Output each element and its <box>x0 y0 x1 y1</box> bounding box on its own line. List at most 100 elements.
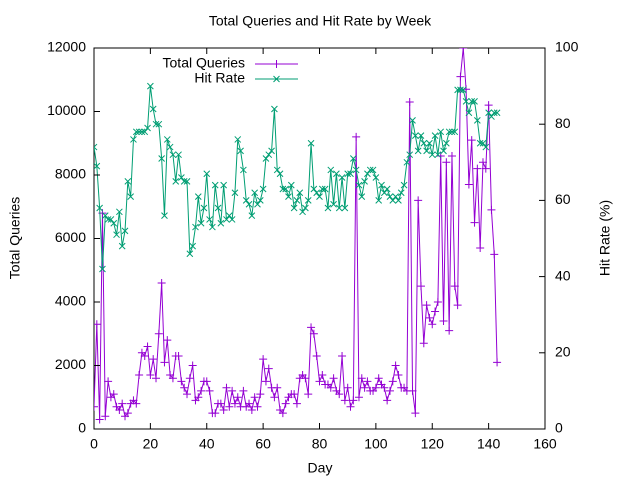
data-point <box>158 155 166 162</box>
data-point <box>431 307 440 316</box>
data-point <box>343 383 352 392</box>
data-point <box>307 139 315 147</box>
data-point <box>447 151 456 160</box>
data-point <box>371 383 380 392</box>
data-point <box>487 205 496 214</box>
y2-tick-label: 40 <box>555 267 571 283</box>
data-point <box>352 166 360 174</box>
data-point <box>363 377 372 386</box>
data-point <box>292 399 301 408</box>
data-point <box>473 164 482 173</box>
data-point <box>248 212 256 219</box>
data-point <box>375 197 383 204</box>
data-point <box>259 185 267 193</box>
data-point <box>340 396 349 405</box>
plot-area <box>94 48 502 424</box>
legend-label: Hit Rate <box>194 70 245 86</box>
data-point <box>178 174 185 181</box>
data-point <box>281 399 290 408</box>
data-point <box>485 109 492 117</box>
data-point <box>223 216 230 223</box>
data-point <box>188 361 197 370</box>
data-point <box>296 189 304 197</box>
legend-marker <box>273 75 280 83</box>
data-point <box>127 193 134 200</box>
data-point <box>110 219 118 227</box>
data-point <box>183 177 191 185</box>
x-tick-label: 0 <box>90 436 98 452</box>
data-point <box>116 208 123 216</box>
data-point <box>169 151 177 159</box>
data-point <box>254 200 261 208</box>
data-point <box>385 386 394 395</box>
data-point <box>259 355 268 364</box>
data-point <box>391 361 400 370</box>
data-point <box>470 218 479 227</box>
data-point <box>121 227 129 235</box>
data-point <box>239 386 248 395</box>
y-tick-label: 10000 <box>47 102 86 118</box>
data-point <box>366 166 374 174</box>
data-point <box>423 147 430 155</box>
data-point <box>101 412 110 421</box>
data-point <box>349 155 357 162</box>
data-point <box>101 212 109 219</box>
data-point <box>209 223 216 231</box>
data-point <box>270 393 279 402</box>
data-point <box>166 143 174 151</box>
data-point <box>104 377 113 386</box>
data-point <box>374 374 383 383</box>
data-point <box>155 120 163 128</box>
data-point <box>346 402 355 411</box>
data-point <box>282 185 290 193</box>
y-tick-label: 2000 <box>55 356 86 372</box>
data-point <box>364 170 371 178</box>
data-point <box>442 158 451 167</box>
data-point <box>157 278 166 287</box>
data-point <box>140 351 149 360</box>
data-point <box>417 132 425 139</box>
data-point <box>202 377 211 386</box>
data-point <box>327 166 335 174</box>
data-point <box>448 128 456 136</box>
data-point <box>493 109 501 117</box>
data-point <box>318 185 326 193</box>
data-point <box>380 189 388 197</box>
data-point <box>273 166 281 174</box>
data-point <box>406 151 414 159</box>
data-point <box>354 393 363 402</box>
y2-tick-label: 0 <box>555 420 563 436</box>
data-point <box>414 147 422 155</box>
data-point <box>400 181 408 189</box>
data-point <box>462 97 470 105</box>
data-point <box>316 193 323 200</box>
data-point <box>493 358 502 367</box>
data-point <box>439 317 448 326</box>
y-tick-label: 6000 <box>55 229 86 245</box>
data-point <box>307 323 316 332</box>
x-tick-label: 160 <box>533 436 557 452</box>
data-point <box>411 132 419 139</box>
data-point <box>189 242 197 250</box>
data-point <box>205 386 214 395</box>
data-point <box>310 185 318 193</box>
data-point <box>147 82 154 90</box>
legend-label: Total Queries <box>163 55 245 71</box>
data-point <box>253 402 262 411</box>
data-point <box>149 105 157 113</box>
data-point <box>228 386 237 395</box>
chart-title: Total Queries and Hit Rate by Week <box>209 13 432 29</box>
data-point <box>484 101 493 110</box>
data-point <box>180 383 189 392</box>
data-point <box>163 336 172 345</box>
data-point <box>154 329 163 338</box>
data-point <box>234 136 242 143</box>
data-point <box>247 405 256 414</box>
data-point <box>118 399 127 408</box>
data-point <box>231 189 239 197</box>
data-point <box>473 117 481 124</box>
data-point <box>440 147 447 155</box>
data-point <box>465 109 473 117</box>
legend-marker <box>272 60 281 68</box>
